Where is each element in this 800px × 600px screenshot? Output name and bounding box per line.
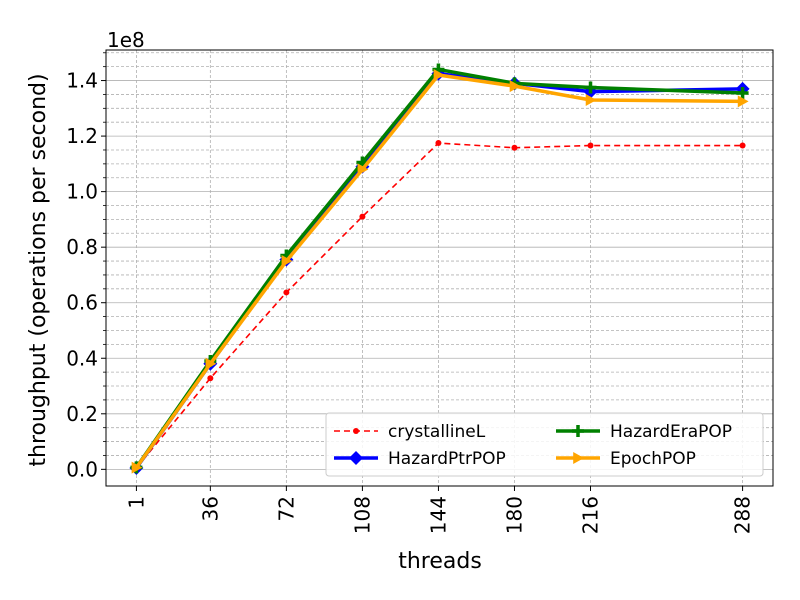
data-point xyxy=(584,81,597,94)
x-axis-label: threads xyxy=(398,549,482,574)
y-tick-label: 0.8 xyxy=(66,235,98,259)
data-point xyxy=(572,425,584,437)
data-point xyxy=(509,80,521,93)
series-HazardEraPOP xyxy=(130,63,749,474)
legend: crystallineL HazardPtrPOP HazardEraPOP Epoc… xyxy=(325,412,764,477)
x-tick-label: 108 xyxy=(350,496,374,534)
y-tick-label: 0.6 xyxy=(66,291,98,315)
series-line xyxy=(135,142,743,469)
legend-label: HazardEraPOP xyxy=(610,422,732,442)
legend-box xyxy=(325,412,764,477)
series-line xyxy=(134,71,743,469)
data-point xyxy=(587,142,594,149)
data-point xyxy=(281,255,293,268)
y-tick-label: 1.0 xyxy=(66,180,98,204)
legend-label: crystallineL xyxy=(388,422,486,442)
data-point xyxy=(511,144,518,151)
x-tick-label: 36 xyxy=(198,496,222,521)
x-tick-label: 180 xyxy=(502,496,526,534)
x-tick-label: 1 xyxy=(124,496,148,509)
data-point xyxy=(207,375,214,382)
series-layer xyxy=(129,63,750,475)
data-point xyxy=(573,452,584,464)
y-tick-label: 0.0 xyxy=(66,457,98,481)
x-tick-label: 216 xyxy=(579,496,603,534)
data-point xyxy=(283,289,290,296)
data-point xyxy=(435,140,442,147)
axis-ticks: 1 36 72 108 144 180 216 288 0.0 0.2 0.4 0.6 0.8 1.0 1.… xyxy=(66,52,755,534)
data-point xyxy=(205,357,217,370)
data-point xyxy=(353,428,359,434)
legend-item-HazardPtrPOP: HazardPtrPOP xyxy=(334,449,506,469)
data-point xyxy=(433,68,445,81)
series-EpochPOP xyxy=(131,68,749,474)
series-line xyxy=(134,73,743,469)
y-tick-label: 1.2 xyxy=(66,124,98,148)
legend-item-crystallineL: crystallineL xyxy=(334,422,486,442)
legend-item-HazardEraPOP: HazardEraPOP xyxy=(556,422,732,442)
legend-item-EpochPOP: EpochPOP xyxy=(556,449,696,469)
y-tick-label: 1.4 xyxy=(66,69,98,93)
y-tick-label: 0.2 xyxy=(66,402,98,426)
x-tick-label: 72 xyxy=(274,496,298,521)
data-point xyxy=(349,451,363,465)
data-point xyxy=(739,142,746,149)
data-point xyxy=(359,213,366,220)
grid xyxy=(106,50,773,486)
plot-frame xyxy=(105,49,774,487)
data-point xyxy=(585,93,597,106)
data-point xyxy=(357,163,369,176)
y-tick-label: 0.4 xyxy=(66,346,98,370)
x-tick-label: 288 xyxy=(731,496,755,534)
data-point xyxy=(736,87,749,100)
series-line xyxy=(134,67,743,469)
data-point xyxy=(131,461,143,474)
y-axis-label: throughput (operations per second) xyxy=(26,73,51,466)
legend-label: HazardPtrPOP xyxy=(388,449,506,469)
x-tick-label: 144 xyxy=(426,496,450,534)
legend-label: EpochPOP xyxy=(610,449,696,469)
y-axis-multiplier: 1e8 xyxy=(107,28,145,52)
data-point xyxy=(737,95,749,108)
